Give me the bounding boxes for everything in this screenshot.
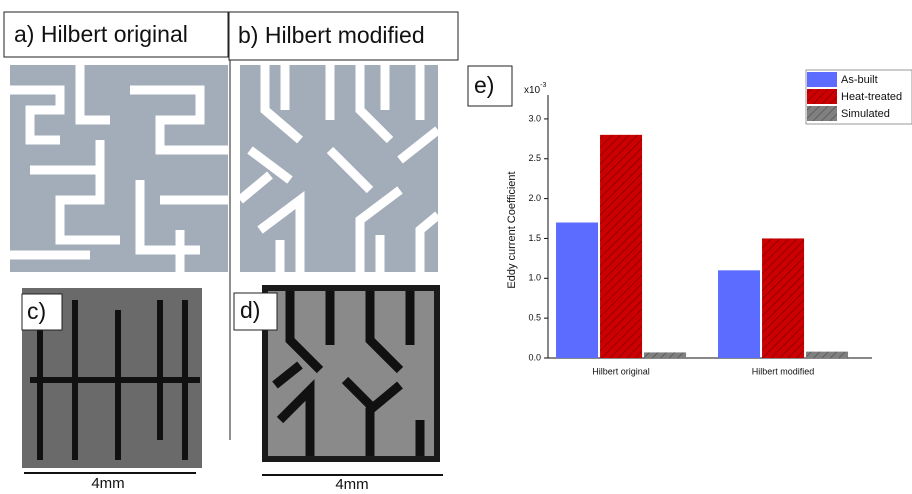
y-tick-label: 2.0	[528, 193, 541, 203]
y-tick-label: 1.5	[528, 233, 541, 243]
panel-label: c)	[27, 298, 46, 324]
multiplier-base: x10	[524, 85, 541, 96]
multiplier-exponent: -3	[540, 82, 546, 89]
legend-swatch	[807, 106, 837, 121]
bar	[762, 238, 804, 358]
bar	[718, 270, 760, 358]
panel-label: d)	[240, 297, 260, 323]
ct-scan-modified	[262, 285, 440, 462]
scale-label: 4mm	[335, 476, 368, 489]
x-tick-label: Hilbert original	[592, 366, 650, 376]
bar	[806, 352, 848, 358]
y-axis-label: Eddy current Coefficient	[506, 171, 518, 288]
hilbert-modified-image	[240, 65, 438, 272]
legend-swatch	[807, 89, 837, 104]
bar	[556, 223, 598, 358]
axis-multiplier: x10-3	[524, 82, 546, 96]
legend-label: Simulated	[841, 108, 890, 120]
hilbert-original-image	[10, 65, 228, 272]
bar	[600, 135, 642, 358]
panel-label: a) Hilbert original	[14, 21, 188, 47]
legend-swatch	[807, 72, 837, 87]
y-tick-label: 3.0	[528, 113, 541, 123]
panel-label: b) Hilbert modified	[238, 22, 425, 48]
panel-label: e)	[474, 72, 494, 98]
bar	[644, 352, 686, 358]
x-tick-label: Hilbert modified	[752, 366, 815, 376]
bar-chart: 0.0 0.5 1.0 1.5 2.0 2.5 3.0 Hilbert original Hil…	[528, 70, 912, 376]
y-tick-label: 2.5	[528, 153, 541, 163]
legend-label: Heat-treated	[841, 91, 902, 103]
y-tick-label: 1.0	[528, 273, 541, 283]
legend-label: As-built	[841, 74, 878, 86]
y-tick-label: 0.5	[528, 313, 541, 323]
figure: a) Hilbert original b) Hilbert modified …	[0, 0, 912, 489]
scale-label: 4mm	[91, 475, 124, 489]
y-tick-label: 0.0	[528, 352, 541, 362]
